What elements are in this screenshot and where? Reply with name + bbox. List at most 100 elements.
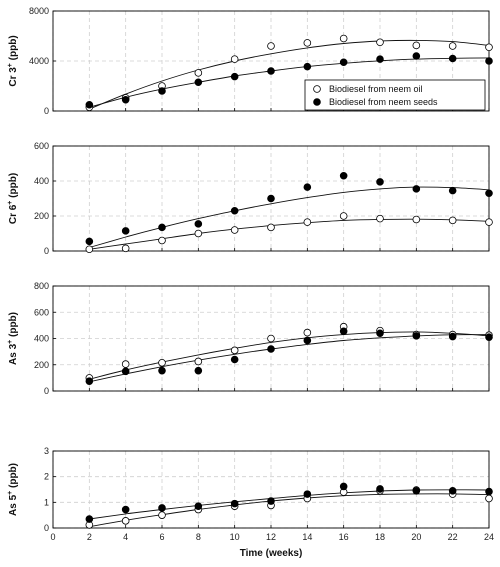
data-point-series-2-4: [230, 499, 239, 508]
data-point-series-2-5: [267, 497, 275, 505]
data-point-series-2-3: [194, 220, 203, 228]
y-axis-label-main: Cr 3: [8, 67, 19, 87]
data-point-series-1-4: [230, 346, 239, 355]
y-axis-label-unit: (ppb): [8, 463, 19, 491]
data-point-series-1-6: [303, 328, 312, 337]
x-tick-label-4: 8: [196, 532, 201, 542]
data-point-series-2-10: [448, 186, 457, 195]
y-axis-label-unit: (ppb): [8, 312, 19, 340]
data-point-series-2-2: [158, 87, 166, 95]
data-point-series-1-10: [448, 216, 457, 225]
data-point-series-1-5: [267, 223, 275, 232]
x-tick-label-9: 18: [375, 532, 385, 542]
data-point-series-2-4: [230, 355, 239, 364]
x-tick-label-6: 12: [266, 532, 276, 542]
panel-1: 0 4000 8000 Cr 3+ (ppb) Biodiesel from neem …: [7, 6, 493, 116]
y-tick-label-1: 1: [44, 497, 49, 507]
data-point-series-1-11: [485, 494, 493, 503]
data-point-series-2-3: [194, 78, 203, 87]
data-point-series-1-2: [158, 236, 166, 245]
data-point-series-2-11: [485, 333, 493, 341]
data-point-series-2-1: [121, 227, 130, 235]
y-axis-label: Cr 6+ (ppb): [7, 173, 19, 224]
data-point-series-1-7: [339, 212, 348, 220]
data-point-series-2-7: [339, 482, 348, 491]
legend-box: [304, 79, 486, 111]
data-point-series-2-7: [339, 58, 348, 67]
y-axis-label-sup: +: [7, 63, 14, 67]
data-point-series-2-8: [376, 55, 384, 63]
data-point-series-1-9: [412, 41, 421, 50]
data-point-series-1-8: [376, 214, 384, 223]
data-point-series-2-5: [267, 67, 275, 75]
data-point-series-2-9: [412, 185, 421, 193]
x-tick-label-3: 6: [159, 532, 164, 542]
y-tick-label-2: 2: [44, 472, 49, 482]
data-point-series-2-7: [339, 171, 348, 180]
x-tick-label-1: 2: [87, 532, 92, 542]
data-point-series-2-1: [121, 505, 130, 514]
data-point-series-1-5: [267, 334, 275, 343]
y-axis-label-main: Cr 6: [8, 204, 19, 224]
data-point-series-1-3: [194, 357, 203, 366]
data-point-series-1-11: [485, 218, 493, 226]
y-tick-label-1: 200: [34, 360, 49, 370]
legend-marker-2: [313, 98, 321, 106]
y-axis-label-unit: (ppb): [8, 35, 19, 63]
x-tick-label-12: 24: [484, 532, 494, 542]
data-point-series-2-1: [121, 367, 130, 376]
data-point-series-2-11: [485, 487, 493, 496]
data-point-series-1-1: [121, 360, 130, 368]
y-tick-label-2: 8000: [29, 6, 49, 16]
data-point-series-2-8: [376, 178, 384, 186]
data-point-series-2-11: [485, 189, 493, 198]
y-axis-label-sup: +: [7, 340, 14, 344]
data-point-series-2-0: [85, 377, 94, 385]
data-point-series-2-9: [412, 486, 421, 495]
fit-curve-series-1: [89, 218, 490, 250]
data-point-series-1-2: [158, 511, 166, 519]
data-point-series-2-2: [158, 504, 166, 512]
data-point-series-1-6: [303, 218, 312, 226]
data-point-series-2-7: [339, 327, 348, 336]
data-point-series-2-3: [194, 502, 203, 510]
x-tick-label-7: 14: [302, 532, 312, 542]
data-point-series-1-3: [194, 229, 203, 238]
data-point-series-2-0: [85, 237, 94, 246]
legend-label-1: Biodiesel from neem oil: [329, 84, 423, 94]
y-axis-label-main: As 5: [8, 494, 19, 516]
data-point-series-1-9: [412, 215, 421, 224]
panel-3: 0 200 400 600 800 As 3+ (ppb): [7, 281, 493, 396]
data-point-series-2-8: [376, 485, 384, 493]
x-tick-label-5: 10: [230, 532, 240, 542]
y-tick-label-3: 600: [34, 141, 49, 151]
data-point-series-1-7: [339, 34, 348, 43]
fit-curve-series-1: [89, 493, 490, 528]
data-point-series-1-10: [448, 42, 457, 50]
fit-curve-series-2: [89, 334, 490, 383]
data-point-series-2-0: [85, 100, 94, 109]
data-point-series-1-1: [121, 244, 130, 253]
data-point-series-2-10: [448, 486, 457, 495]
y-tick-label-1: 4000: [29, 56, 49, 66]
y-tick-label-0: 0: [44, 246, 49, 256]
data-point-series-2-2: [158, 223, 166, 232]
y-tick-label-2: 400: [34, 334, 49, 344]
data-point-series-2-6: [303, 336, 312, 345]
data-point-series-2-6: [303, 183, 312, 191]
fit-curve-series-2: [89, 186, 490, 248]
fit-curve-series-1: [89, 331, 490, 380]
y-tick-label-0: 0: [44, 523, 49, 533]
data-point-series-2-4: [230, 72, 239, 81]
fit-curve-series-1: [89, 39, 490, 110]
y-tick-label-1: 200: [34, 211, 49, 221]
data-point-series-2-1: [121, 95, 130, 104]
y-tick-label-0: 0: [44, 106, 49, 116]
x-tick-label-11: 22: [448, 532, 458, 542]
y-tick-label-4: 800: [34, 281, 49, 291]
x-axis-label: Time (weeks): [240, 548, 303, 559]
data-point-series-1-4: [230, 226, 239, 234]
data-point-series-1-3: [194, 69, 203, 77]
